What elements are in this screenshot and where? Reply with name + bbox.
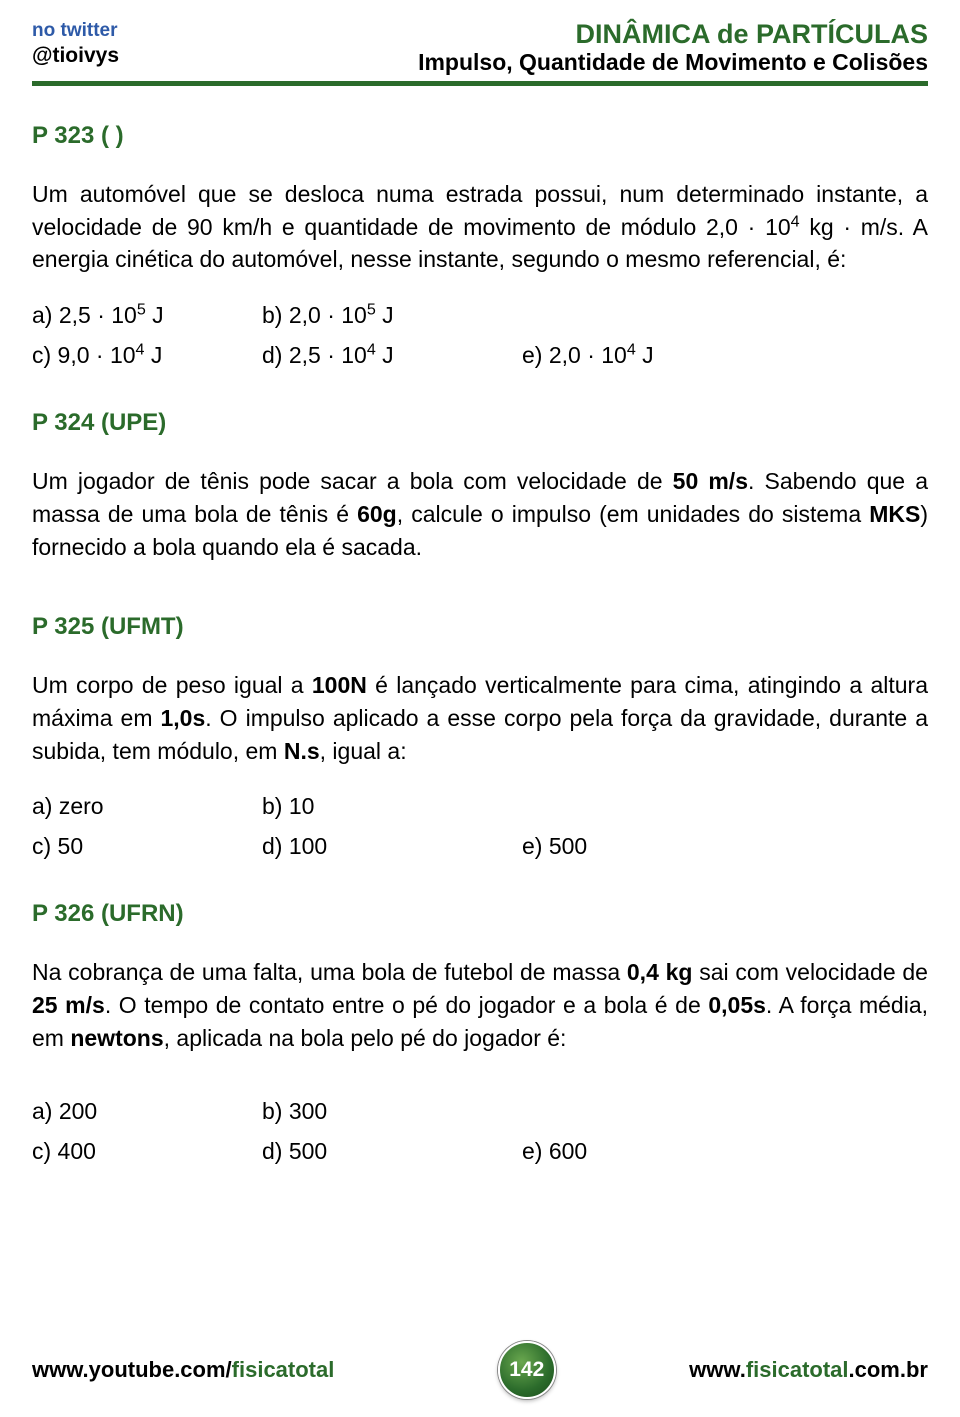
page-footer: www.youtube.com/fisicatotal 142 www.fisi… (32, 1341, 928, 1399)
option-326-a: a) 200 (32, 1094, 262, 1130)
option-323-d: d) 2,5 · 104 J (262, 338, 522, 374)
option-323-a: a) 2,5 · 105 J (32, 298, 262, 334)
problem-text-325: Um corpo de peso igual a 100N é lançado … (32, 669, 928, 767)
page-header: no twitter @tioivys DINÂMICA de PARTÍCUL… (32, 20, 928, 75)
problem-text-323: Um automóvel que se desloca numa estrada… (32, 178, 928, 276)
page-number: 142 (509, 1358, 544, 1382)
footer-left-prefix: www. (32, 1357, 89, 1382)
option-325-c: c) 50 (32, 829, 262, 865)
footer-left-suffix: fisicatotal (232, 1357, 335, 1382)
option-326-d: d) 500 (262, 1134, 522, 1170)
footer-right-mid: fisicatotal (746, 1357, 849, 1382)
twitter-label: no twitter (32, 20, 119, 43)
twitter-handle: @tioivys (32, 43, 119, 68)
problem-text-326: Na cobrança de uma falta, uma bola de fu… (32, 956, 928, 1054)
options-row2-326: c) 400 d) 500 e) 600 (32, 1134, 928, 1170)
option-323-e: e) 2,0 · 104 J (522, 338, 928, 374)
problem-heading-325: P 325 (UFMT) (32, 613, 928, 641)
option-325-b: b) 10 (262, 789, 928, 825)
option-326-c: c) 400 (32, 1134, 262, 1170)
option-326-b: b) 300 (262, 1094, 928, 1130)
options-row1-326: a) 200 b) 300 (32, 1094, 928, 1130)
problem-heading-326: P 326 (UFRN) (32, 900, 928, 928)
problem-heading-324: P 324 (UPE) (32, 409, 928, 437)
header-right: DINÂMICA de PARTÍCULAS Impulso, Quantida… (418, 20, 928, 75)
options-row1-325: a) zero b) 10 (32, 789, 928, 825)
options-row1-323: a) 2,5 · 105 J b) 2,0 · 105 J (32, 298, 928, 334)
option-326-e: e) 600 (522, 1134, 928, 1170)
title-subtitle: Impulso, Quantidade de Movimento e Colis… (418, 50, 928, 75)
option-323-b: b) 2,0 · 105 J (262, 298, 928, 334)
option-325-a: a) zero (32, 789, 262, 825)
options-row2-325: c) 50 d) 100 e) 500 (32, 829, 928, 865)
footer-right-prefix: www. (689, 1357, 746, 1382)
footer-left-mid: youtube.com/ (89, 1357, 232, 1382)
header-left: no twitter @tioivys (32, 20, 119, 68)
options-row2-323: c) 9,0 · 104 J d) 2,5 · 104 J e) 2,0 · 1… (32, 338, 928, 374)
option-325-d: d) 100 (262, 829, 522, 865)
header-rule (32, 81, 928, 86)
problem-heading-323: P 323 ( ) (32, 122, 928, 150)
option-325-e: e) 500 (522, 829, 928, 865)
footer-url-left: www.youtube.com/fisicatotal (32, 1357, 334, 1383)
footer-right-suffix: .com.br (849, 1357, 928, 1382)
page-number-badge: 142 (498, 1341, 556, 1399)
problem-text-324: Um jogador de tênis pode sacar a bola co… (32, 465, 928, 563)
footer-url-right: www.fisicatotal.com.br (689, 1357, 928, 1383)
option-323-c: c) 9,0 · 104 J (32, 338, 262, 374)
title-main: DINÂMICA de PARTÍCULAS (418, 20, 928, 50)
